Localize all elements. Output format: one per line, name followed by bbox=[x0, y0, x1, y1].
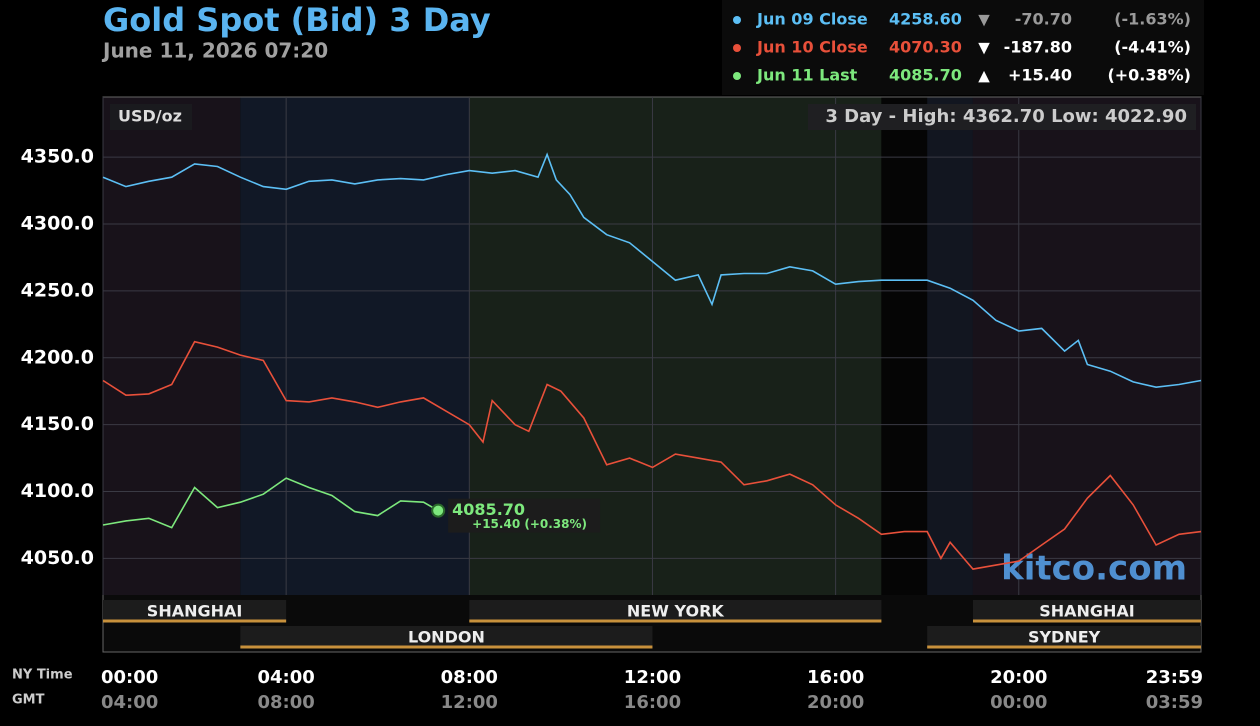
y-tick-label: 4250.0 bbox=[21, 279, 94, 301]
session-bar bbox=[469, 600, 882, 622]
chart-title: Gold Spot (Bid) 3 Day bbox=[103, 1, 491, 39]
y-tick-label: 4350.0 bbox=[21, 146, 94, 168]
y-tick-label: 4050.0 bbox=[21, 547, 94, 569]
x2-tick-label: 04:00 bbox=[101, 692, 158, 713]
legend-change: -70.70 bbox=[1015, 10, 1072, 29]
legend-change: +15.40 bbox=[1008, 66, 1072, 85]
x-tick-label: 16:00 bbox=[807, 667, 864, 688]
range-note: 3 Day - High: 4362.70 Low: 4022.90 bbox=[825, 106, 1187, 127]
y-tick-label: 4150.0 bbox=[21, 413, 94, 435]
chart-subtitle: June 11, 2026 07:20 bbox=[101, 39, 328, 63]
y-tick-label: 4100.0 bbox=[21, 480, 94, 502]
session-bar bbox=[972, 600, 1201, 622]
session-shade bbox=[927, 97, 973, 595]
session-label: SYDNEY bbox=[1028, 628, 1101, 647]
y-tick-label: 4200.0 bbox=[21, 346, 94, 368]
y-tick-label: 4300.0 bbox=[21, 213, 94, 235]
session-label: NEW YORK bbox=[627, 602, 724, 621]
x-tick-label: 20:00 bbox=[990, 667, 1047, 688]
legend-name: Jun 11 Last bbox=[756, 66, 858, 85]
session-shade bbox=[103, 97, 241, 595]
series-line bbox=[102, 340, 1202, 570]
legend-price: 4085.70 bbox=[889, 66, 962, 85]
x2-axis-label: GMT bbox=[12, 693, 45, 708]
session-label: SHANGHAI bbox=[147, 602, 243, 621]
legend-arrow: ▼ bbox=[978, 11, 990, 29]
session-shade bbox=[972, 97, 1201, 595]
legend-name: Jun 10 Close bbox=[756, 38, 868, 57]
last-point bbox=[431, 503, 446, 518]
x-tick-label: 08:00 bbox=[441, 667, 498, 688]
x2-tick-label: 12:00 bbox=[441, 692, 498, 713]
y-axis-label: USD/oz bbox=[118, 107, 182, 126]
legend-price: 4070.30 bbox=[889, 38, 962, 57]
legend-arrow: ▲ bbox=[978, 67, 990, 85]
legend-arrow: ▼ bbox=[978, 39, 990, 57]
x-tick-label: 23:59 bbox=[1146, 667, 1203, 688]
x-tick-label: 04:00 bbox=[258, 667, 315, 688]
legend-pct: (+0.38%) bbox=[1107, 66, 1191, 85]
range-box bbox=[808, 104, 1196, 130]
session-bar bbox=[927, 626, 1201, 648]
x2-tick-label: 20:00 bbox=[807, 692, 864, 713]
session-bar bbox=[103, 600, 287, 622]
watermark: kitco.com bbox=[1001, 549, 1187, 589]
y-label-box bbox=[110, 104, 192, 130]
x2-tick-label: 03:59 bbox=[1146, 692, 1203, 713]
x-axis-label: NY Time bbox=[12, 668, 73, 683]
x-tick-label: 12:00 bbox=[624, 667, 681, 688]
legend-pct: (-4.41%) bbox=[1114, 38, 1191, 57]
legend-price: 4258.60 bbox=[889, 10, 962, 29]
legend-dot bbox=[733, 44, 741, 52]
legend-pct: (-1.63%) bbox=[1114, 10, 1191, 29]
x2-tick-label: 00:00 bbox=[990, 692, 1047, 713]
session-bar bbox=[240, 626, 653, 648]
x2-tick-label: 08:00 bbox=[258, 692, 315, 713]
last-change: +15.40 (+0.38%) bbox=[472, 517, 587, 531]
legend-change: -187.80 bbox=[1004, 38, 1072, 57]
legend-name: Jun 09 Close bbox=[756, 10, 868, 29]
legend-panel bbox=[722, 0, 1204, 95]
series-line bbox=[102, 152, 1202, 389]
last-label: 4085.70 bbox=[452, 500, 525, 519]
legend-dot bbox=[733, 16, 741, 24]
session-label: SHANGHAI bbox=[1039, 602, 1135, 621]
session-shade bbox=[881, 97, 928, 595]
series-line bbox=[102, 477, 439, 529]
x-tick-label: 00:00 bbox=[101, 667, 158, 688]
legend-dot bbox=[733, 72, 741, 80]
session-label: LONDON bbox=[408, 628, 485, 647]
x2-tick-label: 16:00 bbox=[624, 692, 681, 713]
session-shade bbox=[240, 97, 470, 595]
last-label-box bbox=[448, 498, 601, 533]
